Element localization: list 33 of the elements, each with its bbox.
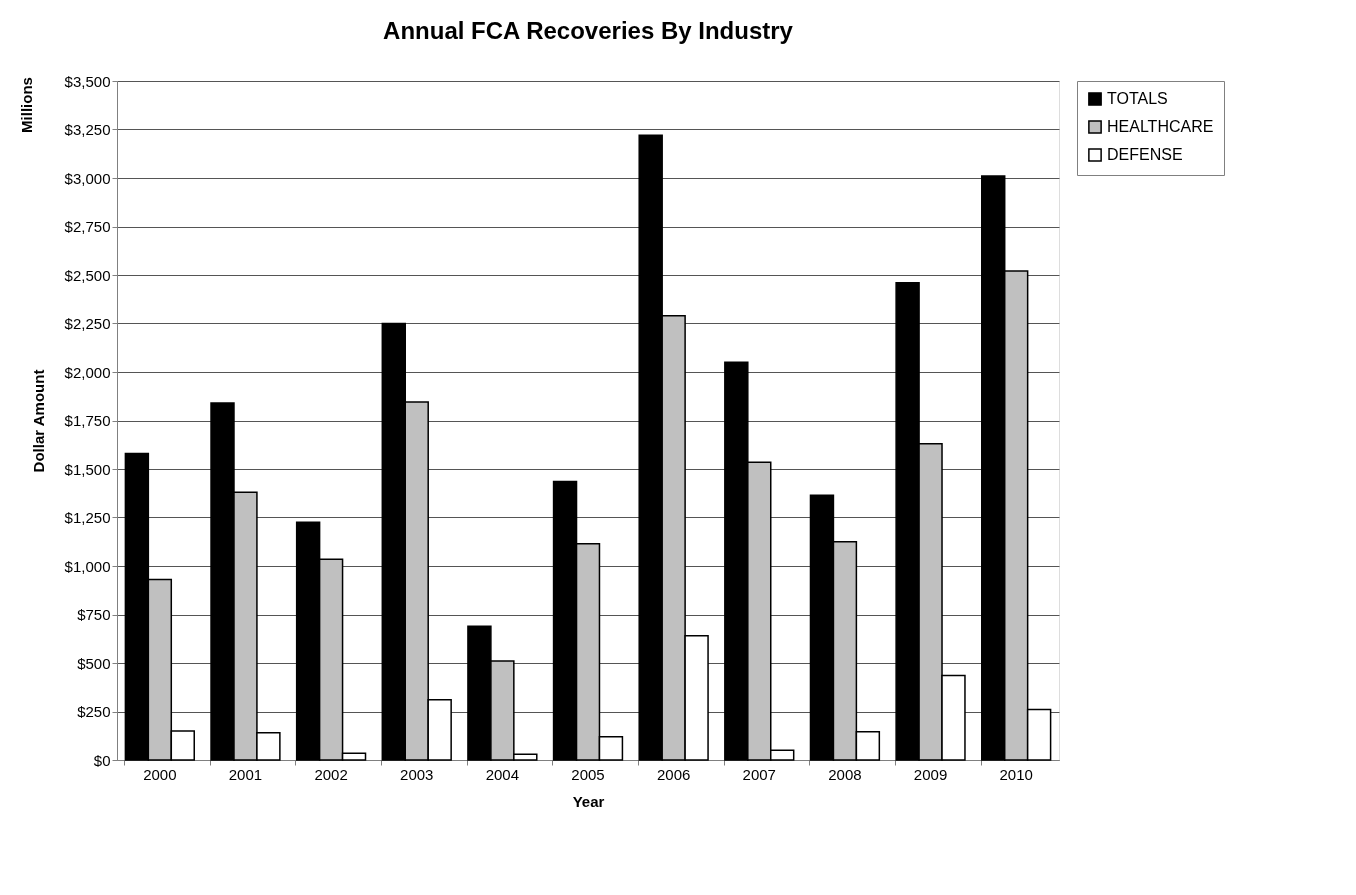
y-tick-label: $3,500 bbox=[64, 72, 111, 90]
x-tick-label: 2008 bbox=[828, 765, 862, 783]
x-tick-label: 2007 bbox=[742, 765, 776, 783]
y-tick-label: $1,250 bbox=[64, 509, 111, 526]
legend-label: DEFENSE bbox=[1107, 146, 1183, 163]
x-tick-label: 2004 bbox=[485, 765, 520, 783]
text: Millions bbox=[18, 77, 35, 133]
y-tick-label: $1,500 bbox=[64, 460, 111, 478]
y-tick-label: $250 bbox=[77, 703, 111, 720]
x-tick-label: 2003 bbox=[400, 765, 434, 783]
y-tick-label: $1,000 bbox=[64, 557, 111, 575]
y-tick-label: $2,500 bbox=[64, 266, 111, 284]
y-tick-label: $2,750 bbox=[64, 218, 111, 235]
y-tick-label: $2,000 bbox=[64, 363, 111, 381]
x-tick-label: 2002 bbox=[314, 765, 348, 783]
y-axis-title: Dollar Amount bbox=[29, 369, 47, 473]
x-tick-label: 2010 bbox=[999, 765, 1033, 783]
x-tick-label: 2006 bbox=[656, 765, 691, 783]
y-tick-label: $3,000 bbox=[64, 169, 111, 187]
y-tick-label: $750 bbox=[77, 606, 111, 623]
x-axis-title: Year bbox=[572, 792, 605, 810]
y-tick-label: $1,750 bbox=[64, 412, 111, 429]
y-tick-label: $3,250 bbox=[64, 121, 111, 138]
legend-label: HEALTHCARE bbox=[1107, 118, 1214, 135]
x-tick-label: 2009 bbox=[913, 765, 948, 783]
x-tick-label: 2005 bbox=[571, 765, 605, 783]
x-tick-label: 2001 bbox=[228, 765, 263, 783]
y-tick-label: $2,250 bbox=[64, 315, 111, 332]
y-tick-label: $500 bbox=[77, 654, 111, 672]
y-tick-label: $0 bbox=[93, 751, 111, 769]
x-tick-label: 2000 bbox=[143, 765, 177, 783]
chart-title: Annual FCA Recoveries By Industry bbox=[383, 17, 794, 44]
legend-label: TOTALS bbox=[1107, 90, 1168, 107]
